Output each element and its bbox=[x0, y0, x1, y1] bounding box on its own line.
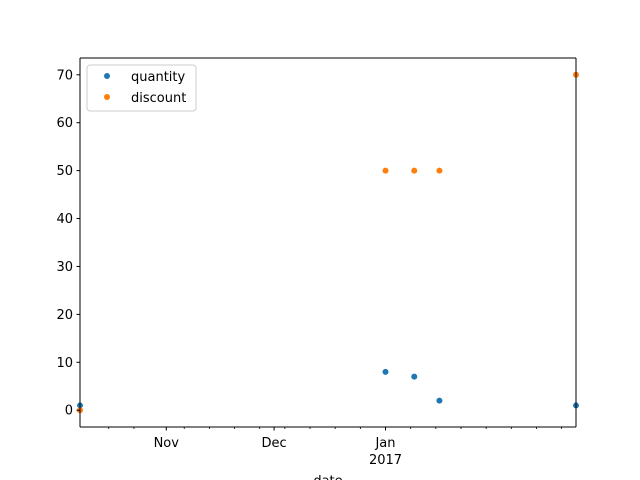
point-discount bbox=[411, 167, 418, 174]
plot-frame bbox=[79, 57, 577, 428]
x-tick-label: Dec bbox=[262, 436, 287, 451]
x-axis: Nov Dec Jan 2017 bbox=[108, 427, 563, 468]
point-discount bbox=[382, 167, 389, 174]
x-tick-label: Jan bbox=[374, 436, 395, 451]
y-axis: 0 10 20 30 40 50 60 70 bbox=[56, 68, 80, 419]
legend: quantity discount bbox=[86, 64, 197, 112]
point-quantity bbox=[382, 368, 389, 375]
legend-marker-discount bbox=[104, 94, 110, 100]
y-tick-label: 0 bbox=[65, 404, 73, 419]
legend-box bbox=[86, 64, 197, 112]
y-tick-label: 40 bbox=[56, 212, 73, 227]
y-tick-label: 30 bbox=[56, 260, 73, 275]
y-tick-label: 60 bbox=[56, 116, 73, 131]
legend-label-discount: discount bbox=[131, 91, 186, 106]
x-axis-label: date bbox=[313, 474, 342, 480]
legend-label-quantity: quantity bbox=[131, 70, 186, 85]
y-tick-label: 50 bbox=[56, 164, 73, 179]
y-tick-label: 20 bbox=[56, 308, 73, 323]
point-quantity bbox=[411, 373, 418, 380]
x-tick-label: Nov bbox=[154, 436, 180, 451]
plot-area-group bbox=[77, 57, 579, 428]
legend-marker-quantity bbox=[104, 73, 110, 79]
point-quantity bbox=[436, 397, 443, 404]
plot-area bbox=[80, 58, 576, 427]
data-points bbox=[77, 71, 579, 414]
y-tick-label: 10 bbox=[56, 356, 73, 371]
y-tick-label: 70 bbox=[56, 68, 73, 83]
point-discount bbox=[436, 167, 443, 174]
x-tick-sublabel: 2017 bbox=[369, 453, 402, 468]
